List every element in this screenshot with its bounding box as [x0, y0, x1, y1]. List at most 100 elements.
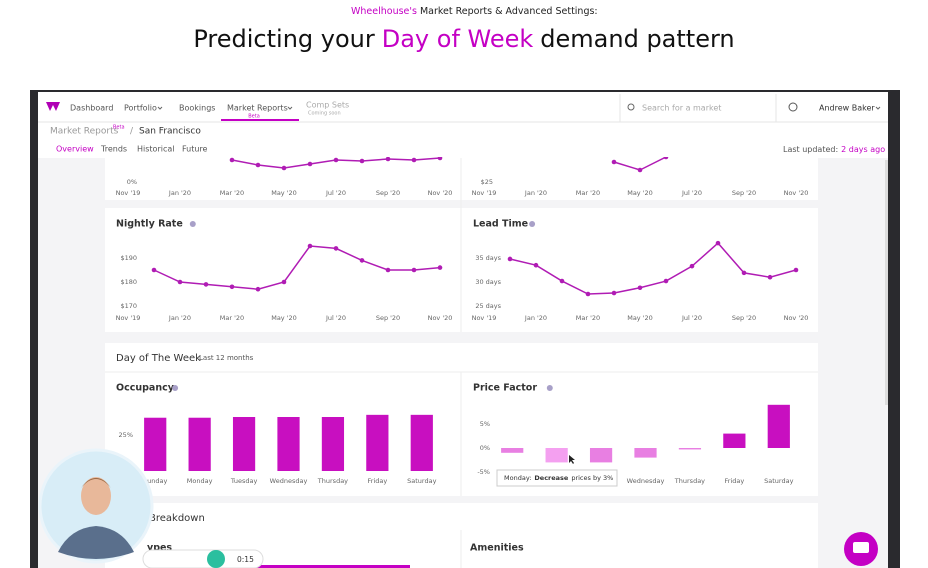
chat-icon [853, 542, 869, 553]
tab-active[interactable]: Overview [56, 145, 94, 154]
point [203, 282, 209, 287]
y-tick-label: 25 days [475, 302, 501, 310]
x-tick-label: Jul '20 [325, 314, 346, 322]
tab[interactable]: Trends [100, 145, 127, 154]
bar [277, 417, 300, 471]
tooltip-box [496, 469, 618, 487]
last-updated: Last updated: 2 days ago [783, 145, 885, 154]
bar [188, 417, 211, 471]
point [611, 290, 617, 296]
x-tick-label: Wednesday [270, 477, 308, 485]
bar [410, 414, 433, 471]
chevron [157, 106, 163, 110]
point [307, 243, 313, 249]
avatar-face [81, 477, 111, 515]
help-icon[interactable] [788, 102, 798, 112]
logo [46, 102, 60, 111]
cursor [569, 455, 575, 464]
coming-soon: Coming soon [308, 111, 341, 117]
clipped-group [611, 157, 669, 173]
x-tick-label: Mar '20 [220, 189, 244, 197]
bar [144, 417, 167, 471]
y-tick-label: 30 days [475, 278, 501, 286]
last-updated-value: 2 days ago [841, 145, 885, 154]
x-tick-label: Friday [368, 477, 388, 485]
point [333, 157, 339, 163]
point [151, 267, 157, 273]
point [507, 256, 513, 262]
headline: Predicting your Day of Week demand pattern [193, 25, 734, 53]
y-tick-label: 0% [480, 444, 490, 452]
x-tick-label: Sep '20 [732, 189, 756, 197]
headline-post: demand pattern [540, 25, 734, 53]
point [559, 278, 565, 284]
bar [723, 433, 746, 448]
scrollbar [885, 160, 888, 405]
beta-badge: Beta [248, 114, 260, 120]
bar [634, 448, 657, 458]
chevron [875, 106, 881, 110]
nav-item[interactable]: Portfolio [124, 104, 157, 113]
nav-item[interactable]: Dashboard [70, 104, 113, 113]
chart-title: Price Factor [473, 383, 537, 394]
brand-name: Wheelhouse's [351, 6, 417, 17]
info-icon [172, 385, 179, 391]
user-menu[interactable]: Andrew Baker [819, 104, 875, 113]
info-icon [529, 221, 536, 227]
search-input[interactable]: Search for a market [642, 104, 721, 113]
nav-item[interactable]: Bookings [179, 104, 215, 113]
point [689, 263, 695, 269]
breakdown-title: Breakdown [149, 513, 205, 524]
beta-badge: Beta [113, 125, 125, 131]
point [359, 258, 365, 263]
tooltip-rest: prices by 3% [571, 474, 613, 482]
point [281, 165, 287, 171]
x-tick-label: Nov '19 [116, 314, 141, 322]
tab[interactable]: Historical [137, 145, 174, 154]
point [437, 157, 443, 161]
x-tick-label: Nov '20 [784, 189, 809, 197]
x-tick-label: Nov '20 [428, 189, 453, 197]
tooltip-text: Monday: Decrease prices by 3% [504, 474, 613, 482]
bar [589, 448, 613, 463]
x-tick-label: Jan '20 [168, 314, 191, 322]
point [307, 161, 313, 167]
chart-title: Occupancy [116, 383, 175, 394]
app-header [38, 92, 888, 158]
x-tick-label: Thursday [674, 477, 705, 485]
x-tick-label: Nov '19 [472, 189, 497, 197]
x-tick-label: Mar '20 [220, 314, 244, 322]
breadcrumb-parent[interactable]: Market Reports [50, 127, 119, 137]
avatar-shirt [58, 526, 134, 559]
point [385, 267, 391, 273]
point [437, 265, 443, 270]
nav-item-active[interactable]: Market Reports [227, 104, 288, 113]
y-tick-label: -5% [477, 468, 490, 476]
x-tick-label: May '20 [271, 314, 297, 322]
progress-bar [220, 565, 410, 568]
point [611, 159, 617, 165]
x-tick-label: Nov '19 [116, 189, 141, 197]
x-tick-label: May '20 [627, 189, 653, 197]
x-tick-label: Jan '20 [524, 189, 547, 197]
x-tick-label: May '20 [271, 189, 297, 197]
y-tick-label: $170 [120, 302, 137, 310]
point [741, 270, 747, 276]
tooltip: Monday: Decrease prices by 3% [496, 469, 618, 487]
y-tick-label: 25% [119, 431, 133, 439]
x-tick-label: Sep '20 [376, 189, 400, 197]
bar [678, 448, 702, 450]
tab[interactable]: Future [182, 145, 208, 154]
y-tick-label: $190 [120, 254, 137, 262]
play-button[interactable] [207, 550, 225, 568]
y-tick-label: 0% [127, 178, 137, 186]
brand: Wheelhouse's Market Reports & Advanced Se… [351, 6, 598, 17]
x-tick-label: Nov '19 [472, 314, 497, 322]
tooltip-day: Monday: [504, 474, 531, 482]
point [637, 285, 643, 291]
video-controls [142, 549, 264, 568]
x-tick-label: Nov '20 [784, 314, 809, 322]
last-updated-label: Last updated: [783, 145, 838, 154]
x-tick-label: Sep '20 [376, 314, 400, 322]
